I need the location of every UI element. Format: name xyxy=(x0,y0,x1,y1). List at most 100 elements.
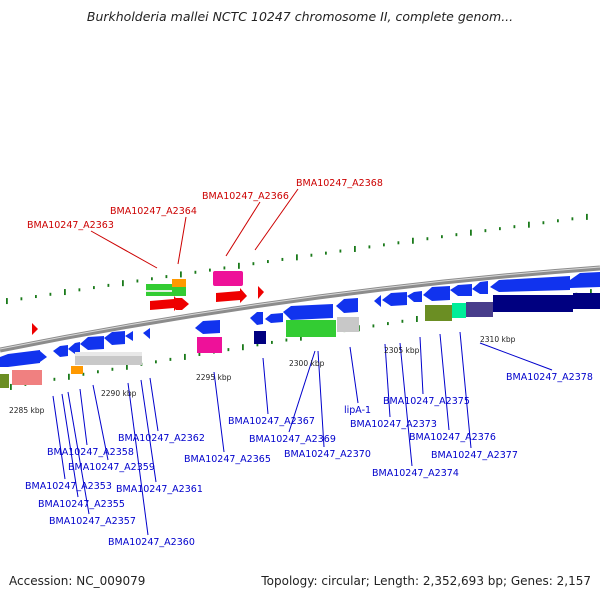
gene-A2373-arrow[interactable] xyxy=(374,295,381,307)
gene-label-bma10247-a2367[interactable]: BMA10247_A2367 xyxy=(228,416,315,427)
connector-bma10247-a2370 xyxy=(317,350,325,448)
gene-label-bma10247-a2374[interactable]: BMA10247_A2374 xyxy=(372,468,459,479)
gene-label-bma10247-a2368[interactable]: BMA10247_A2368 xyxy=(296,178,383,189)
gene-A2378-block[interactable] xyxy=(493,295,573,312)
gene-label-bma10247-a2355[interactable]: BMA10247_A2355 xyxy=(38,499,125,510)
gene-label-bma10247-a2375[interactable]: BMA10247_A2375 xyxy=(383,396,470,407)
gene-A2367-arrow[interactable] xyxy=(250,312,263,325)
gene-label-lipa-1[interactable]: lipA-1 xyxy=(344,405,371,416)
gene-A2364-block[interactable] xyxy=(172,279,186,287)
ruler-dot xyxy=(416,315,418,322)
ruler-dot xyxy=(285,338,288,342)
ruler-dot xyxy=(111,367,114,371)
gene-A2357b-arrow[interactable] xyxy=(68,342,80,354)
gene-A2364-base[interactable] xyxy=(172,287,186,296)
gene-A2366-arrow[interactable] xyxy=(216,288,247,303)
gene-A2379-block[interactable] xyxy=(573,293,600,309)
gene-label-bma10247-a2378[interactable]: BMA10247_A2378 xyxy=(506,372,593,383)
gene-label-bma10247-a2364[interactable]: BMA10247_A2364 xyxy=(110,206,197,217)
gene-label-bma10247-a2366[interactable]: BMA10247_A2366 xyxy=(202,191,289,202)
gene-A2370-arrow[interactable] xyxy=(336,298,358,313)
gene-A2358-arrow[interactable] xyxy=(80,336,104,350)
ruler-dot xyxy=(227,348,230,352)
ruler-dot xyxy=(151,277,153,281)
ruler-dot xyxy=(387,322,389,326)
gene-A2361-arrow[interactable] xyxy=(125,331,133,341)
gene-label-bma10247-a2369[interactable]: BMA10247_A2369 xyxy=(249,434,336,445)
ruler-dot xyxy=(169,357,172,361)
gene-label-bma10247-a2365[interactable]: BMA10247_A2365 xyxy=(184,454,271,465)
scale-tick-label: 2295 kbp xyxy=(196,373,232,382)
ruler-dot xyxy=(238,262,240,269)
gene-label-bma10247-a2363[interactable]: BMA10247_A2363 xyxy=(27,220,114,231)
gene-label-bma10247-a2359[interactable]: BMA10247_A2359 xyxy=(68,462,155,473)
ruler-dot xyxy=(557,219,559,223)
ruler-dot xyxy=(441,235,443,239)
gene-A2363-arrow[interactable] xyxy=(150,296,181,311)
gene-A2377-arrow[interactable] xyxy=(450,284,472,296)
gene-label-bma10247-a2373[interactable]: BMA10247_A2373 xyxy=(350,419,437,430)
gene-A2365-arrow[interactable] xyxy=(195,320,220,334)
gene-A2360b-block[interactable] xyxy=(71,366,83,374)
connector-bma10247-a2369 xyxy=(288,350,316,433)
scale-tick-label: 2305 kbp xyxy=(384,346,420,355)
gene-A2376-block[interactable] xyxy=(452,303,466,318)
gene-label-bma10247-a2376[interactable]: BMA10247_A2376 xyxy=(409,432,496,443)
gene-A2355-arrow[interactable] xyxy=(40,351,47,362)
gene-label-bma10247-a2360[interactable]: BMA10247_A2360 xyxy=(108,537,195,548)
connector-bma10247-a2373 xyxy=(384,343,391,418)
ruler-dot xyxy=(267,260,269,264)
ruler-dot xyxy=(339,249,342,253)
genome-summary-text: Topology: circular; Length: 2,352,693 bp… xyxy=(261,574,591,588)
ruler-dot xyxy=(513,225,516,229)
gene-A2369-arrow[interactable] xyxy=(283,304,333,320)
connector-bma10247-a2361 xyxy=(140,379,157,483)
connector-bma10247-a2360 xyxy=(127,382,149,536)
gene-lipA-block[interactable] xyxy=(337,317,359,332)
gene-A2366-block[interactable] xyxy=(213,271,243,286)
ruler-dot xyxy=(542,221,545,225)
ruler-dot xyxy=(590,289,592,296)
gene-label-bma10247-a2370[interactable]: BMA10247_A2370 xyxy=(284,449,371,460)
ruler-dot xyxy=(256,343,259,347)
scale-tick-label: 2285 kbp xyxy=(9,406,45,415)
ruler-dot xyxy=(368,245,371,249)
gene-label-bma10247-a2361[interactable]: BMA10247_A2361 xyxy=(116,484,203,495)
gene-A2353-arrow[interactable] xyxy=(0,350,40,367)
gene-A2375-block[interactable] xyxy=(425,305,452,321)
connector-bma10247-a2367 xyxy=(262,357,269,415)
gene-A2377-block[interactable] xyxy=(466,302,493,317)
gene-label-bma10247-a2362[interactable]: BMA10247_A2362 xyxy=(118,433,205,444)
gene-A2374-arrow[interactable] xyxy=(382,292,407,306)
gene-A2375-arrow[interactable] xyxy=(407,291,422,302)
gene-label-bma10247-a2358[interactable]: BMA10247_A2358 xyxy=(47,447,134,458)
gene-A2378-arrow[interactable] xyxy=(490,276,570,292)
gene-A2369-block[interactable] xyxy=(286,320,336,337)
gene-label-bma10247-a2357[interactable]: BMA10247_A2357 xyxy=(49,516,136,527)
connector-bma10247-a2374 xyxy=(399,342,413,467)
gene-A2379-arrow[interactable] xyxy=(570,272,600,288)
connector-bma10247-a2378 xyxy=(479,342,553,371)
ruler-dot xyxy=(180,271,182,278)
gene-A2364-arrow[interactable] xyxy=(176,298,189,310)
gene-A2359-arrow[interactable] xyxy=(104,331,125,345)
gene-A2367b-arrow[interactable] xyxy=(265,313,283,323)
gene-A2353-block[interactable] xyxy=(0,374,9,388)
gene-label-bma10247-a2353[interactable]: BMA10247_A2353 xyxy=(25,481,112,492)
left-edge-marker[interactable] xyxy=(32,323,38,335)
gene-A2367-block[interactable] xyxy=(254,331,266,344)
gene-label-bma10247-a2377[interactable]: BMA10247_A2377 xyxy=(431,450,518,461)
gene-A2377b-arrow[interactable] xyxy=(472,281,488,294)
gene-A2355-block[interactable] xyxy=(12,370,42,385)
ruler-dot xyxy=(49,292,52,296)
gene-A2357-arrow[interactable] xyxy=(53,345,68,357)
gene-A2360-top xyxy=(75,352,142,356)
gene-A2376-arrow[interactable] xyxy=(423,286,450,301)
ruler-dot xyxy=(455,233,458,237)
gene-A2363-stripe xyxy=(146,290,172,292)
gene-A2365-block[interactable] xyxy=(197,337,222,353)
gene-A2368-marker[interactable] xyxy=(258,286,264,299)
connector-bma10247-a2366 xyxy=(225,201,261,257)
gene-A2362-arrow[interactable] xyxy=(143,328,150,339)
